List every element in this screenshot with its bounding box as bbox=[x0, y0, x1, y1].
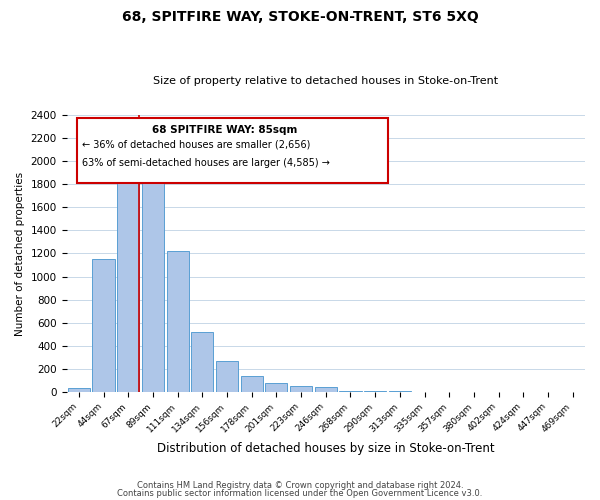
X-axis label: Distribution of detached houses by size in Stoke-on-Trent: Distribution of detached houses by size … bbox=[157, 442, 494, 455]
Text: Contains HM Land Registry data © Crown copyright and database right 2024.: Contains HM Land Registry data © Crown c… bbox=[137, 481, 463, 490]
Bar bbox=[167, 251, 189, 392]
Bar bbox=[191, 332, 214, 392]
Bar bbox=[241, 376, 263, 392]
Bar bbox=[77, 118, 388, 183]
Bar bbox=[216, 362, 238, 392]
Bar bbox=[314, 387, 337, 392]
Bar bbox=[340, 390, 362, 392]
Bar bbox=[142, 181, 164, 392]
Bar bbox=[117, 167, 139, 392]
Text: 68, SPITFIRE WAY, STOKE-ON-TRENT, ST6 5XQ: 68, SPITFIRE WAY, STOKE-ON-TRENT, ST6 5X… bbox=[122, 10, 478, 24]
Text: 63% of semi-detached houses are larger (4,585) →: 63% of semi-detached houses are larger (… bbox=[82, 158, 330, 168]
Y-axis label: Number of detached properties: Number of detached properties bbox=[15, 172, 25, 336]
Bar bbox=[92, 259, 115, 392]
Bar bbox=[68, 388, 90, 392]
Text: ← 36% of detached houses are smaller (2,656): ← 36% of detached houses are smaller (2,… bbox=[82, 140, 310, 150]
Text: Contains public sector information licensed under the Open Government Licence v3: Contains public sector information licen… bbox=[118, 488, 482, 498]
Bar bbox=[265, 383, 287, 392]
Title: Size of property relative to detached houses in Stoke-on-Trent: Size of property relative to detached ho… bbox=[153, 76, 499, 86]
Bar bbox=[290, 386, 312, 392]
Text: 68 SPITFIRE WAY: 85sqm: 68 SPITFIRE WAY: 85sqm bbox=[152, 124, 298, 134]
